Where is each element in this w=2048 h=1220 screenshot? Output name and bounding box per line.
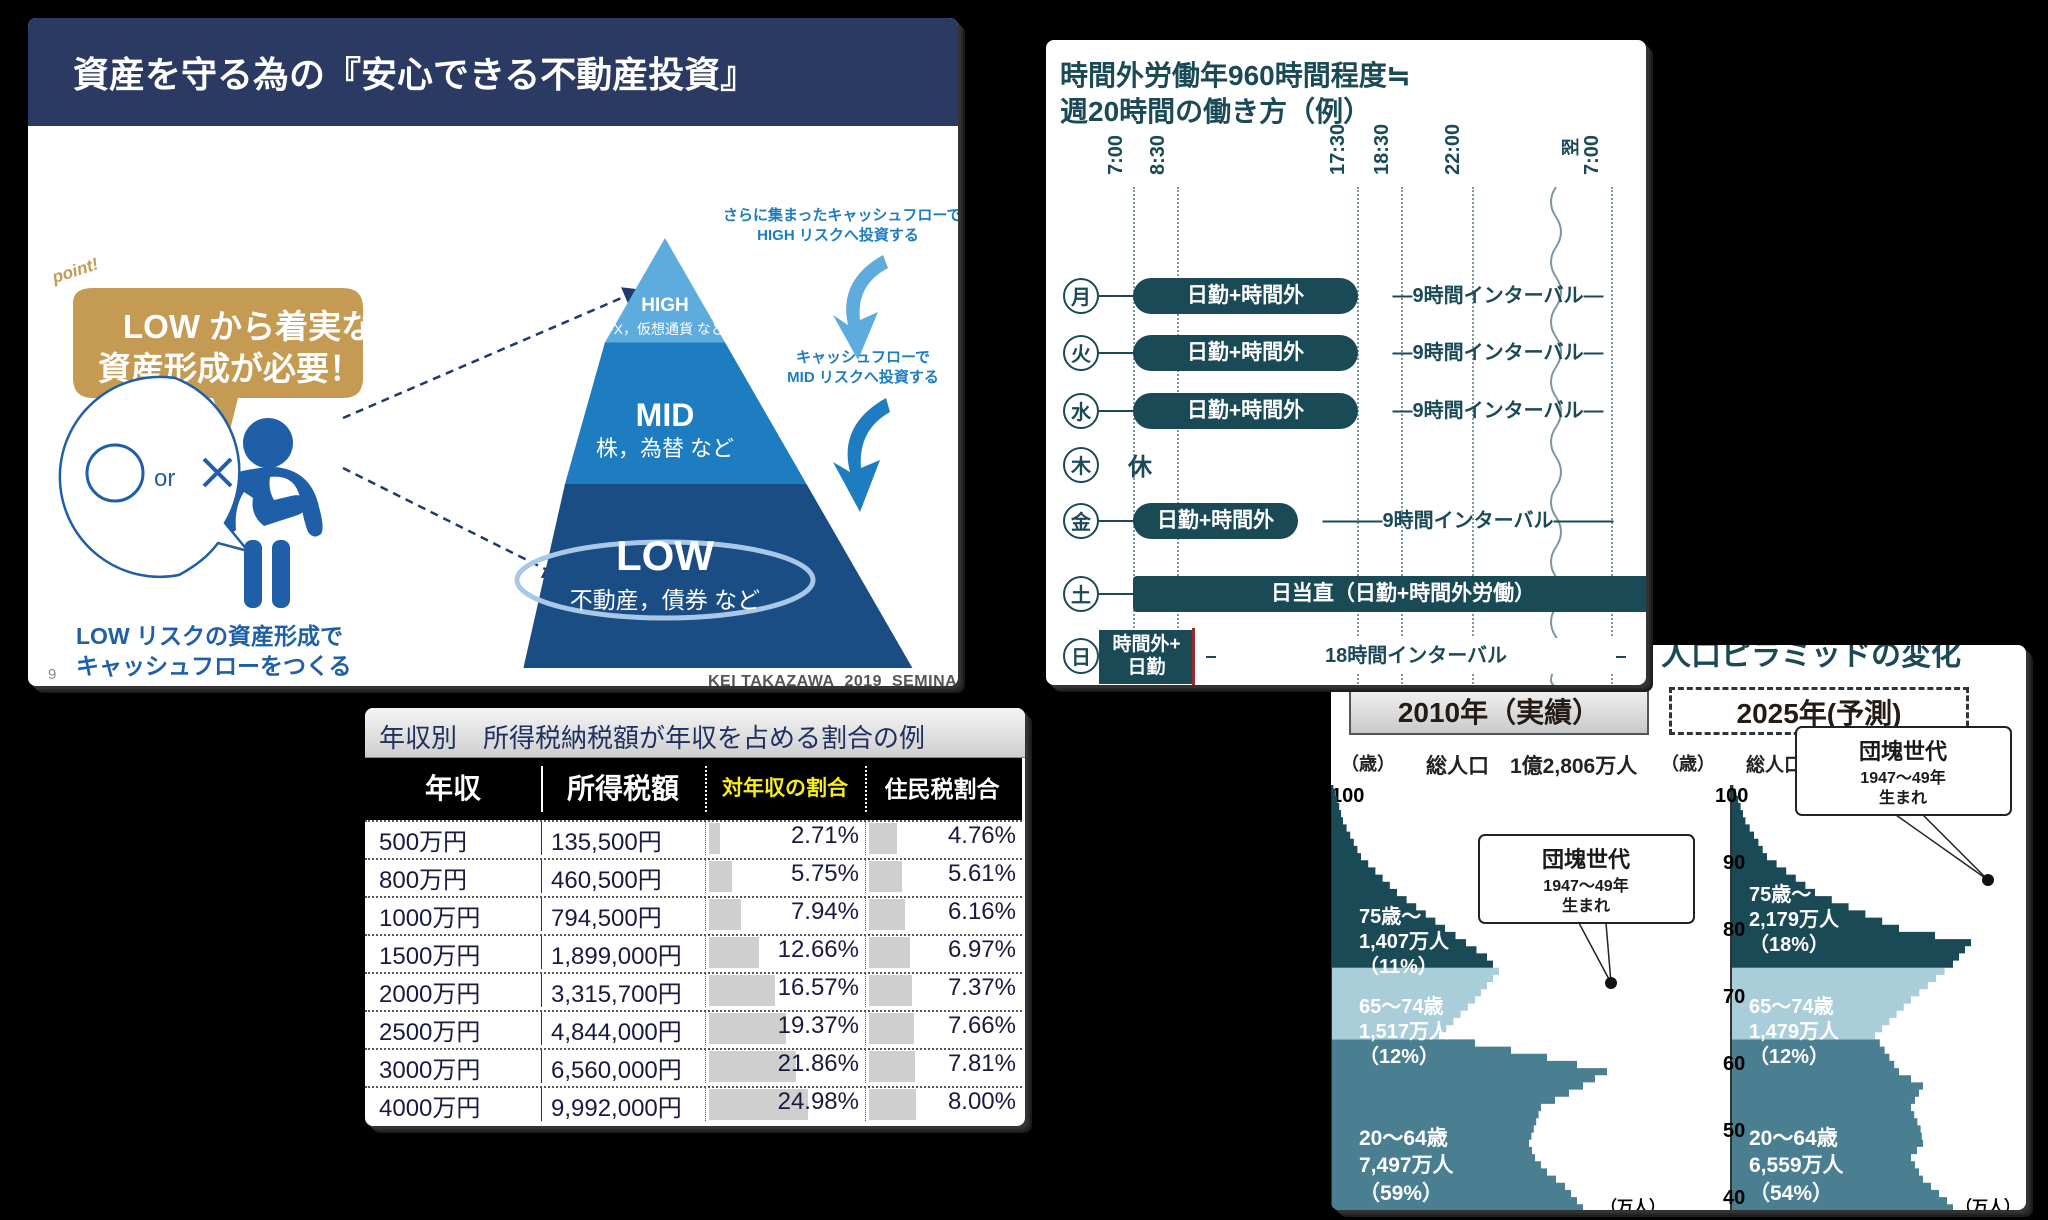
- svg-text:LOW: LOW: [616, 532, 714, 579]
- svg-text:生まれ: 生まれ: [1562, 896, 1610, 915]
- svg-text:FX，仮想通貨 など: FX，仮想通貨 など: [605, 321, 725, 337]
- svg-text:生まれ: 生まれ: [1879, 788, 1927, 807]
- svg-text:or: or: [154, 465, 175, 492]
- svg-text:MID: MID: [636, 397, 695, 433]
- svg-text:団塊世代: 団塊世代: [1859, 739, 1947, 764]
- svg-text:LOW から着実な: LOW から着実な: [123, 308, 374, 345]
- svg-text:HIGH: HIGH: [641, 295, 689, 316]
- svg-text:団塊世代: 団塊世代: [1542, 847, 1630, 872]
- svg-text:不動産，債券 など: 不動産，債券 など: [570, 587, 760, 613]
- svg-text:1947～49年: 1947～49年: [1860, 768, 1945, 787]
- svg-text:1947～49年: 1947～49年: [1543, 876, 1628, 895]
- svg-text:株，為替 など: 株，為替 など: [596, 436, 734, 461]
